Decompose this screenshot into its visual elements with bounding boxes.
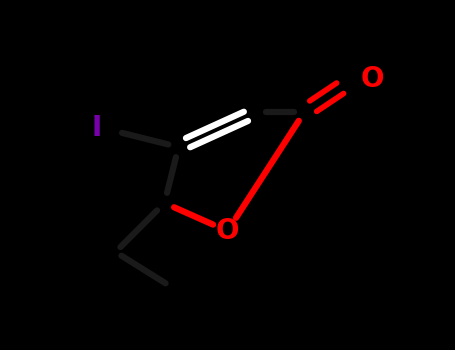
Text: I: I — [91, 114, 101, 142]
Text: O: O — [216, 217, 239, 245]
Text: O: O — [360, 65, 384, 93]
